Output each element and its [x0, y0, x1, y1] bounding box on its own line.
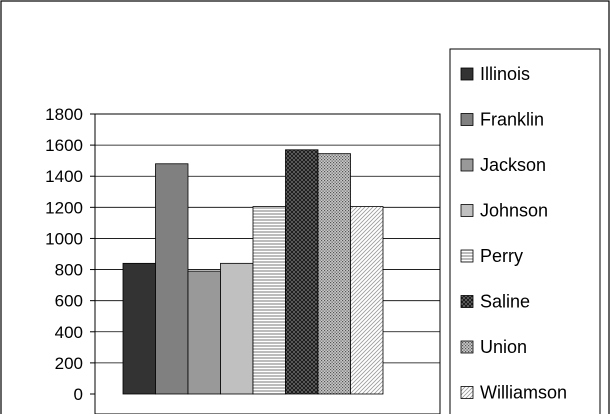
legend-swatch-illinois [460, 67, 474, 81]
y-tick-label: 1000 [45, 229, 83, 248]
y-tick-label: 1600 [45, 136, 83, 155]
legend-label-williamson: Williamson [480, 383, 567, 403]
bars [122, 149, 384, 395]
legend-swatch-perry [460, 249, 474, 263]
legend-swatch-johnson [460, 204, 474, 217]
legend-swatch-williamson [460, 386, 474, 399]
bar-union [317, 153, 351, 395]
y-tick-label: 1200 [45, 198, 83, 217]
legend-swatch-saline [460, 295, 474, 308]
legend-label-franklin: Franklin [480, 110, 544, 130]
legend-label-perry: Perry [480, 246, 523, 266]
y-tick-label: 200 [55, 354, 83, 373]
legend-label-illinois: Illinois [480, 64, 530, 84]
bar-franklin [155, 163, 189, 395]
y-tick-label: 1400 [45, 167, 83, 186]
bar-saline [285, 149, 319, 395]
bar-williamson [350, 206, 384, 395]
bar-illinois [122, 262, 156, 395]
legend-swatch-jackson [460, 158, 474, 172]
legend-swatch-union [460, 340, 474, 354]
bar-jackson [187, 270, 221, 395]
y-tick-label: 800 [55, 261, 83, 280]
legend-box [449, 48, 601, 414]
legend-swatch-franklin [460, 113, 474, 126]
y-tick-label: 400 [55, 323, 83, 342]
legend-label-jackson: Jackson [480, 155, 546, 175]
legend: Illinois Franklin Jackson Johnson Perry Salin… [449, 48, 601, 414]
y-tick-label: 1800 [45, 105, 83, 124]
legend-label-saline: Saline [480, 292, 530, 312]
y-axis-ticks: 0 200 400 600 800 1000 1200 1400 1600 1800 [45, 105, 95, 404]
y-tick-label: 600 [55, 292, 83, 311]
bar-johnson [220, 262, 254, 395]
y-tick-label: 0 [74, 385, 83, 404]
legend-label-johnson: Johnson [480, 201, 548, 221]
bar-perry [252, 206, 286, 395]
legend-label-union: Union [480, 337, 527, 357]
